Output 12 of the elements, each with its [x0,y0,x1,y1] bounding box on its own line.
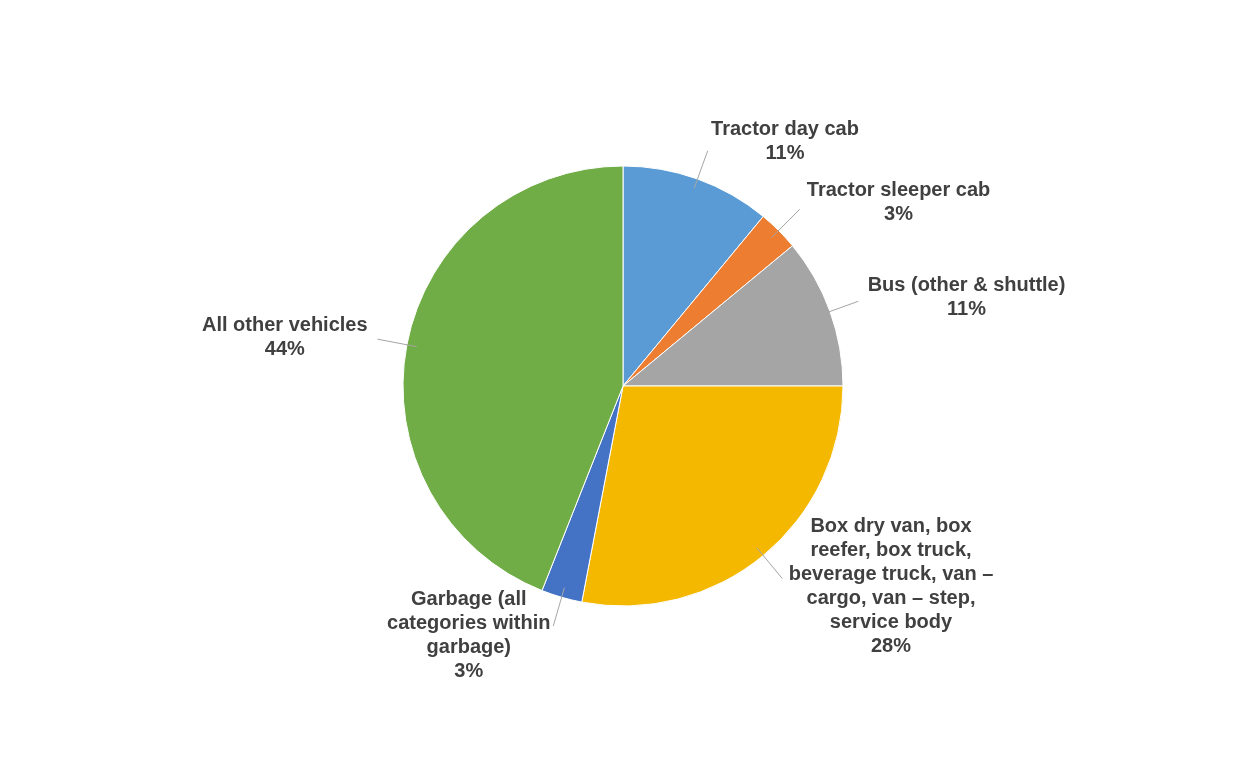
slice-label: Tractor sleeper cab [806,177,991,200]
data-label: 11% [765,140,805,163]
slice-label: Tractor day cab [711,116,859,139]
data-label: 28% [870,633,912,656]
data-label: 11% [947,297,987,320]
slice-label: Garbage (all categories within garbage) [387,587,551,658]
data-label: 44% [264,336,306,359]
data-label: 3% [884,201,914,224]
slice-label: Box dry van, box reefer, box truck, beverage truck, van – cargo, van – step, service body [788,513,994,632]
slice-label: Bus (other & shuttle) [867,273,1066,296]
slice-label: All other vehicles [201,312,368,335]
data-label: 3% [454,659,484,682]
